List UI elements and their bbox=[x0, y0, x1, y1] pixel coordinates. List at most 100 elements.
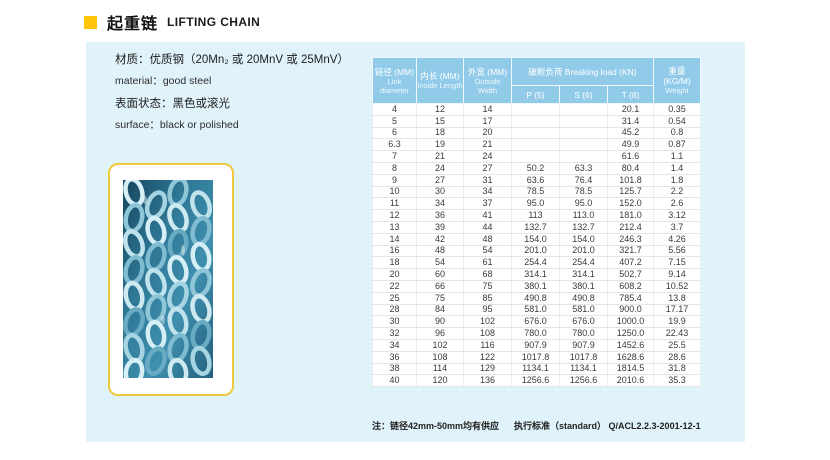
table-row: 8 24 27 50.2 63.3 80.4 1.4 bbox=[372, 161, 702, 175]
table-cell: 30 bbox=[416, 185, 464, 199]
table-cell: 31.4 bbox=[606, 114, 655, 128]
table-cell: 7.15 bbox=[653, 256, 702, 270]
table-cell: 4 bbox=[372, 103, 417, 116]
table-cell: 5.56 bbox=[653, 244, 702, 258]
table-cell: 49.9 bbox=[606, 138, 655, 152]
col-header-link-zh: 链径 (MM) bbox=[374, 66, 415, 77]
chain-photo-image bbox=[123, 180, 213, 378]
table-cell: 254.4 bbox=[511, 256, 560, 270]
table-cell: 13 bbox=[372, 220, 417, 234]
table-cell: 900.0 bbox=[606, 303, 655, 317]
table-cell: 34 bbox=[416, 197, 464, 211]
table-cell: 21 bbox=[463, 138, 512, 152]
supply-note: 注：链径42mm-50mm均有供应 bbox=[372, 421, 500, 431]
table-cell: 0.8 bbox=[653, 126, 702, 140]
table-cell: 101.8 bbox=[606, 173, 655, 187]
table-cell: 61 bbox=[463, 256, 512, 270]
col-header-p5: P (5) bbox=[511, 85, 560, 104]
footer-notes: 注：链径42mm-50mm均有供应 执行标准（standard） Q/ACL2.… bbox=[372, 419, 742, 432]
table-cell: 42 bbox=[416, 232, 464, 246]
table-cell: 38 bbox=[372, 362, 417, 376]
table-cell: 1250.0 bbox=[606, 327, 655, 340]
page-title-zh: 起重链 bbox=[107, 16, 159, 33]
table-cell: 34 bbox=[463, 185, 512, 199]
table-cell: 0.54 bbox=[653, 114, 702, 128]
table-cell: 129 bbox=[463, 362, 512, 376]
table-row: 5 15 17 31.4 0.54 bbox=[372, 114, 702, 128]
table-cell: 95.0 bbox=[511, 197, 560, 211]
table-cell: 68 bbox=[463, 268, 512, 281]
table-cell: 1134.1 bbox=[559, 362, 608, 376]
table-row: 6.3 19 21 49.9 0.87 bbox=[372, 138, 702, 152]
table-row: 30 90 102 676.0 676.0 1000.0 19.9 bbox=[372, 315, 702, 329]
table-row: 40 120 136 1256.6 1256.6 2010.6 35.3 bbox=[372, 374, 702, 388]
col-header-inside-zh: 内长 (MM) bbox=[420, 71, 460, 81]
table-cell: 17 bbox=[463, 114, 512, 128]
table-row: 6 18 20 45.2 0.8 bbox=[372, 126, 702, 140]
table-cell bbox=[511, 138, 560, 152]
table-cell: 212.4 bbox=[606, 220, 655, 234]
table-row: 13 39 44 132.7 132.7 212.4 3.7 bbox=[372, 220, 702, 234]
table-cell: 39 bbox=[416, 220, 464, 234]
table-cell: 66 bbox=[416, 279, 464, 293]
table-cell: 61.6 bbox=[606, 150, 655, 163]
table-cell: 50.2 bbox=[511, 161, 560, 175]
standard-note: 执行标准（standard） Q/ACL2.2.3-2001-12-1 bbox=[514, 421, 701, 431]
table-cell: 9 bbox=[372, 173, 417, 187]
table-cell: 907.9 bbox=[559, 338, 608, 352]
table-cell: 2010.6 bbox=[606, 374, 655, 388]
table-cell bbox=[511, 126, 560, 140]
table-cell: 181.0 bbox=[606, 209, 655, 222]
table-cell bbox=[511, 103, 560, 116]
content-panel: 材质：优质钢（20Mn₂ 或 20MnV 或 25MnV） material：g… bbox=[86, 42, 745, 442]
col-header-weight-en: Weight bbox=[665, 86, 689, 95]
table-row: 7 21 24 61.6 1.1 bbox=[372, 150, 702, 163]
col-header-outside-width: 外宽 (MM) Outside Width bbox=[463, 57, 512, 104]
table-cell: 44 bbox=[463, 220, 512, 234]
table-cell: 1628.6 bbox=[606, 350, 655, 364]
table-cell bbox=[511, 114, 560, 128]
table-cell: 136 bbox=[463, 374, 512, 388]
table-cell: 122 bbox=[463, 350, 512, 364]
table-cell: 48 bbox=[416, 244, 464, 258]
table-cell: 1000.0 bbox=[606, 315, 655, 329]
table-row: 34 102 116 907.9 907.9 1452.6 25.5 bbox=[372, 338, 702, 352]
table-cell: 90 bbox=[416, 315, 464, 329]
table-cell: 246.3 bbox=[606, 232, 655, 246]
table-cell: 5 bbox=[372, 114, 417, 128]
spec-table: 链径 (MM) Link diameter 内长 (MM) Inside Len… bbox=[372, 57, 702, 388]
table-cell: 75 bbox=[416, 291, 464, 305]
table-cell: 14 bbox=[463, 103, 512, 116]
col-header-weight-zh: 重量 (KG/M) bbox=[663, 66, 691, 86]
table-cell: 24 bbox=[463, 150, 512, 163]
table-cell: 0.35 bbox=[653, 103, 702, 116]
table-row: 18 54 61 254.4 254.4 407.2 7.15 bbox=[372, 256, 702, 270]
table-cell bbox=[559, 138, 608, 152]
table-cell: 21 bbox=[416, 150, 464, 163]
table-cell: 1017.8 bbox=[559, 350, 608, 364]
table-cell: 41 bbox=[463, 209, 512, 222]
table-row: 36 108 122 1017.8 1017.8 1628.6 28.6 bbox=[372, 350, 702, 364]
table-cell: 78.5 bbox=[511, 185, 560, 199]
table-cell: 32 bbox=[372, 327, 417, 340]
table-cell: 28 bbox=[372, 303, 417, 317]
table-cell: 6 bbox=[372, 126, 417, 140]
table-cell: 60 bbox=[416, 268, 464, 281]
table-cell: 132.7 bbox=[511, 220, 560, 234]
table-row: 12 36 41 113 113.0 181.0 3.12 bbox=[372, 209, 702, 222]
table-row: 4 12 14 20.1 0.35 bbox=[372, 103, 702, 116]
table-cell: 20.1 bbox=[606, 103, 655, 116]
material-info: 材质：优质钢（20Mn₂ 或 20MnV 或 25MnV） material：g… bbox=[115, 51, 395, 139]
table-cell: 19.9 bbox=[653, 315, 702, 329]
table-cell: 1.1 bbox=[653, 150, 702, 163]
table-cell: 102 bbox=[463, 315, 512, 329]
table-cell: 20 bbox=[372, 268, 417, 281]
surface-line-zh: 表面状态：黑色或滚光 bbox=[115, 98, 230, 110]
table-cell: 676.0 bbox=[511, 315, 560, 329]
table-cell: 14 bbox=[372, 232, 417, 246]
table-cell: 12 bbox=[372, 209, 417, 222]
table-cell: 102 bbox=[416, 338, 464, 352]
table-cell: 34 bbox=[372, 338, 417, 352]
table-cell: 785.4 bbox=[606, 291, 655, 305]
